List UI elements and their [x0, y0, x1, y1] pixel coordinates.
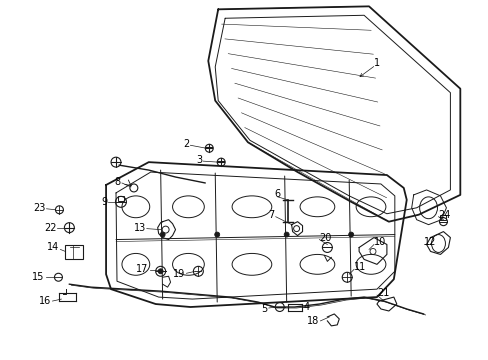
Text: 2: 2: [183, 139, 189, 149]
Text: 14: 14: [47, 243, 60, 252]
Text: 13: 13: [133, 222, 145, 233]
Text: 10: 10: [373, 237, 386, 247]
Text: 23: 23: [33, 203, 45, 213]
Circle shape: [160, 232, 165, 237]
Text: 3: 3: [196, 155, 202, 165]
Text: 21: 21: [376, 288, 388, 298]
Text: 12: 12: [423, 237, 435, 247]
Circle shape: [284, 232, 288, 237]
Text: 5: 5: [261, 304, 267, 314]
Text: 11: 11: [353, 262, 366, 272]
Text: 15: 15: [32, 272, 44, 282]
Text: 24: 24: [438, 210, 450, 220]
Text: 17: 17: [136, 264, 148, 274]
Text: 18: 18: [306, 316, 319, 326]
Text: 16: 16: [39, 296, 51, 306]
Text: 8: 8: [115, 177, 121, 187]
Circle shape: [348, 232, 353, 237]
Circle shape: [214, 232, 219, 237]
Text: 22: 22: [44, 222, 56, 233]
Text: 7: 7: [268, 210, 274, 220]
Text: 4: 4: [303, 302, 309, 312]
Text: 6: 6: [274, 189, 280, 199]
Text: 9: 9: [101, 197, 107, 207]
Circle shape: [158, 269, 163, 274]
Text: 1: 1: [373, 58, 379, 68]
Text: 20: 20: [319, 233, 331, 243]
Text: 19: 19: [173, 269, 185, 279]
